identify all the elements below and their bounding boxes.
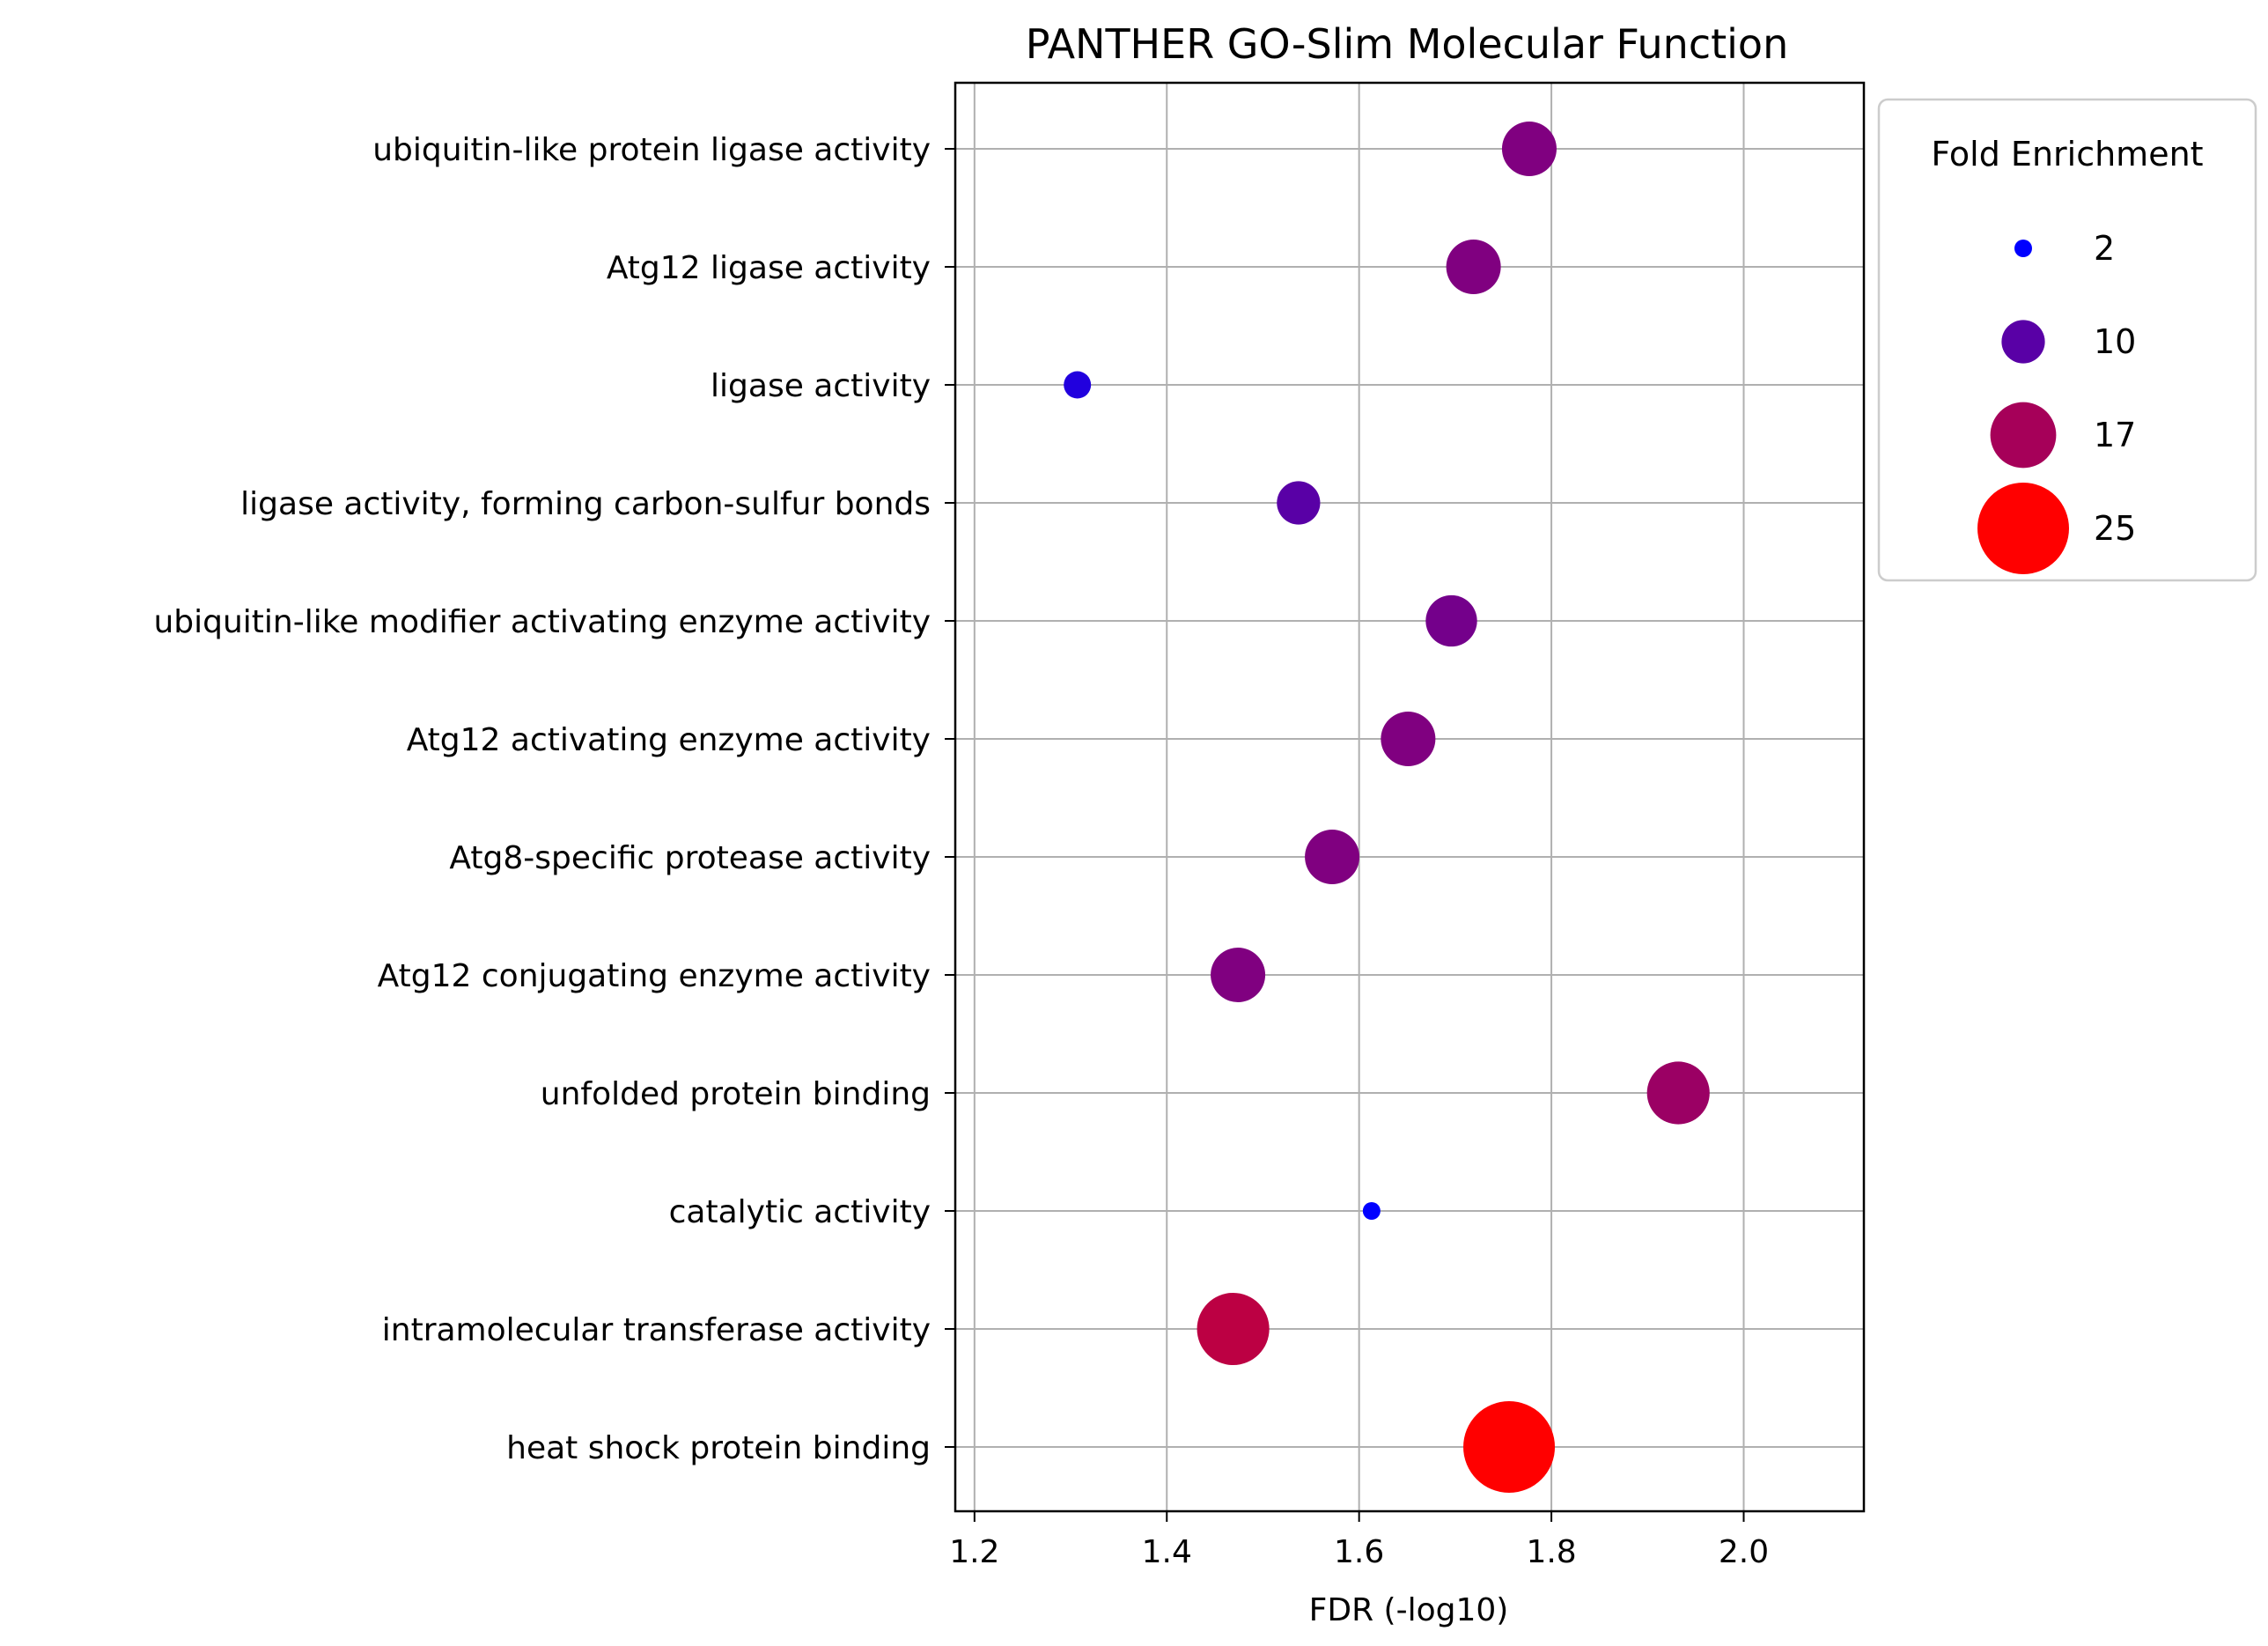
y-tick-label: Atg12 activating enzyme activity [407,722,931,758]
y-tick-label: ubiquitin-like modifier activating enzym… [153,604,931,640]
y-tick-label: heat shock protein binding [506,1430,931,1466]
data-point [1463,1401,1556,1493]
data-point [1211,948,1266,1002]
x-tick-label: 1.4 [1142,1534,1192,1570]
data-points [1064,122,1710,1493]
data-point [1425,594,1477,647]
legend-label: 10 [2094,322,2136,361]
data-point [1446,240,1501,294]
legend-box [1877,98,2257,582]
plot-frame [954,81,1866,1513]
y-tick-label: Atg12 ligase activity [607,250,931,286]
data-point [1064,371,1092,399]
legend-marker [2001,320,2045,364]
y-tick-label: ubiquitin-like protein ligase activity [372,132,931,168]
chart-title: PANTHER GO-Slim Molecular Function [1026,20,1788,68]
data-point [1381,712,1436,766]
legend-label: 17 [2094,416,2136,454]
data-point [1362,1202,1381,1220]
data-point [1501,122,1557,176]
axis-ticks: 1.2 1.4 1.6 1.8 2.0 ubiquitin-like protein li… [153,132,1769,1570]
legend-marker [1977,483,2069,574]
x-axis-label: FDR (-log10) [1309,1592,1509,1628]
legend-marker [1990,402,2057,469]
data-point [1305,830,1360,884]
data-point [1646,1061,1710,1125]
y-tick-label: Atg12 conjugating enzyme activity [378,958,931,994]
data-point [1197,1292,1270,1366]
x-tick-label: 1.6 [1334,1534,1384,1570]
x-tick-label: 1.8 [1526,1534,1576,1570]
x-tick-label: 2.0 [1719,1534,1769,1570]
x-tick-label: 1.2 [949,1534,999,1570]
y-tick-label: unfolded protein binding [541,1076,931,1112]
y-tick-label: ligase activity [711,368,931,404]
legend-entries: 2 10 17 25 [1977,229,2136,574]
legend-marker [2014,240,2032,257]
legend-label: 25 [2094,509,2136,548]
legend-title: Fold Enrichment [1931,135,2203,173]
y-tick-label: intramolecular transferase activity [382,1312,931,1348]
y-tick-label: ligase activity, forming carbon-sulfur b… [240,486,931,522]
legend: Fold Enrichment 2 10 17 25 [1877,98,2257,582]
legend-label: 2 [2094,229,2115,268]
y-tick-label: catalytic activity [669,1194,931,1230]
y-tick-label: Atg8-specific protease activity [449,840,931,876]
data-point [1277,481,1321,525]
